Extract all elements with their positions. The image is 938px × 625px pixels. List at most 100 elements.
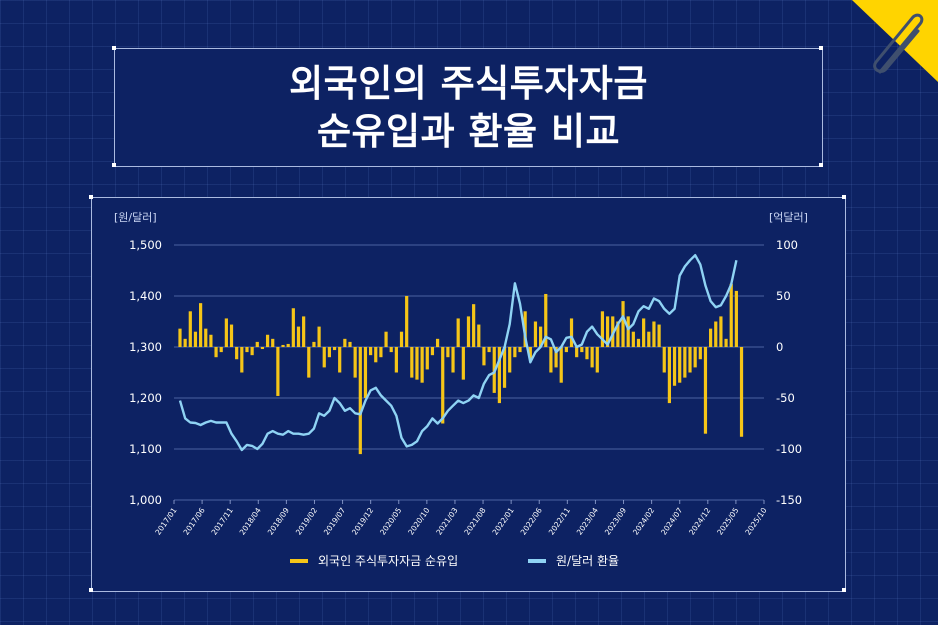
bar [193, 331, 198, 347]
chart-panel: 1,000 1,100 1,200 1,300 1,400 1,500 100 50 0 -50… [91, 197, 846, 592]
x-tick-label: 2019/02 [294, 506, 319, 537]
bar [322, 347, 326, 368]
bar [626, 316, 630, 347]
bar [199, 303, 203, 347]
corner-marker [112, 46, 116, 50]
x-tick-label: 2017/06 [181, 506, 206, 537]
left-tick-label: 1,100 [129, 442, 162, 456]
bar [245, 347, 249, 353]
bar [590, 347, 594, 368]
x-tick-label: 2019/07 [322, 506, 347, 537]
bar [518, 347, 522, 353]
bar [384, 331, 388, 347]
left-tick-label: 1,300 [129, 340, 162, 354]
bar [343, 338, 347, 347]
bar [327, 347, 331, 358]
x-tick-label: 2018/04 [238, 506, 263, 537]
bar [502, 347, 507, 388]
line-series [178, 254, 738, 452]
bar [229, 324, 234, 347]
x-tick-label: 2019/12 [350, 506, 375, 537]
bar [600, 311, 605, 347]
bar [605, 316, 610, 347]
bar [425, 347, 429, 370]
bar [394, 347, 398, 373]
bar [456, 318, 460, 347]
x-tick-label: 2017/11 [210, 506, 235, 537]
corner-marker [819, 46, 823, 50]
left-tick-label: 1,000 [129, 493, 162, 507]
x-tick-label: 2022/01 [491, 506, 516, 537]
legend-line-swatch [528, 559, 546, 563]
x-tick-label: 2023/09 [603, 506, 628, 537]
left-axis-ticks: 1,000 1,100 1,200 1,300 1,400 1,500 [129, 238, 162, 507]
bar [585, 347, 589, 360]
bar [250, 347, 254, 356]
bar [260, 347, 265, 350]
bar [652, 321, 656, 347]
chart-title-line-1: 외국인의 주식투자자금 [289, 61, 648, 105]
bar [317, 326, 321, 347]
bar [240, 347, 244, 373]
bar [724, 338, 728, 347]
x-tick-label: 2021/03 [434, 506, 459, 537]
bar [729, 283, 733, 347]
bar [369, 347, 373, 356]
bar [544, 293, 548, 347]
right-axis-ticks: 100 50 0 -50 -100 -150 [776, 238, 802, 507]
legend-line-label: 원/달러 환율 [556, 554, 619, 568]
bar [631, 331, 635, 347]
corner-marker [819, 163, 823, 167]
bar [739, 347, 744, 437]
bar [399, 331, 404, 347]
x-tick-label: 2024/07 [659, 506, 684, 537]
title-panel: 외국인의 주식투자자금 순유입과 환율 비교 [114, 48, 823, 167]
corner-marker [112, 163, 116, 167]
bar [575, 347, 579, 358]
x-tick-label: 2020/10 [406, 506, 431, 537]
bar [698, 347, 702, 360]
chart-title-line-2: 순유입과 환율 비교 [316, 109, 621, 153]
bar [235, 347, 239, 360]
corner-marker [89, 588, 93, 592]
x-tick-label: 2022/06 [519, 506, 544, 537]
bar [209, 334, 213, 347]
x-tick-label: 2023/04 [575, 506, 600, 537]
bar [374, 347, 378, 363]
bar [214, 347, 218, 358]
x-tick-label: 2024/12 [687, 506, 712, 537]
bar [420, 347, 424, 383]
bar [255, 341, 259, 347]
bar [672, 347, 677, 386]
corner-marker [842, 588, 846, 592]
bar [678, 347, 682, 383]
bar [451, 347, 455, 373]
right-tick-label: -150 [776, 493, 802, 507]
bar [291, 308, 295, 347]
bar [554, 347, 558, 368]
right-axis-label: [억달러] [769, 211, 808, 224]
right-tick-label: -50 [776, 391, 795, 405]
bar [693, 347, 697, 368]
bar [513, 347, 517, 358]
bar [224, 318, 228, 347]
bar [688, 347, 692, 373]
right-tick-label: 0 [776, 340, 783, 354]
x-tick-label: 2025/10 [743, 506, 768, 537]
bar [338, 347, 342, 373]
x-tick-label: 2025/05 [715, 506, 740, 537]
x-tick-label: 2017/01 [153, 506, 178, 537]
bar [430, 347, 435, 356]
x-axis-ticks: 2017/01 2017/06 2017/11 2018/04 2018/09 2019/… [153, 500, 769, 537]
bar [296, 326, 301, 347]
chart: 1,000 1,100 1,200 1,300 1,400 1,500 100 50 0 -50… [114, 211, 808, 568]
bar [265, 334, 270, 347]
bar [497, 347, 501, 404]
bar [276, 347, 280, 396]
bar [539, 326, 543, 347]
bar [719, 316, 723, 347]
bar [188, 311, 192, 347]
corner-marker [842, 195, 846, 199]
legend-bar-label: 외국인 주식투자자금 순유입 [318, 554, 458, 568]
bar [332, 347, 337, 351]
